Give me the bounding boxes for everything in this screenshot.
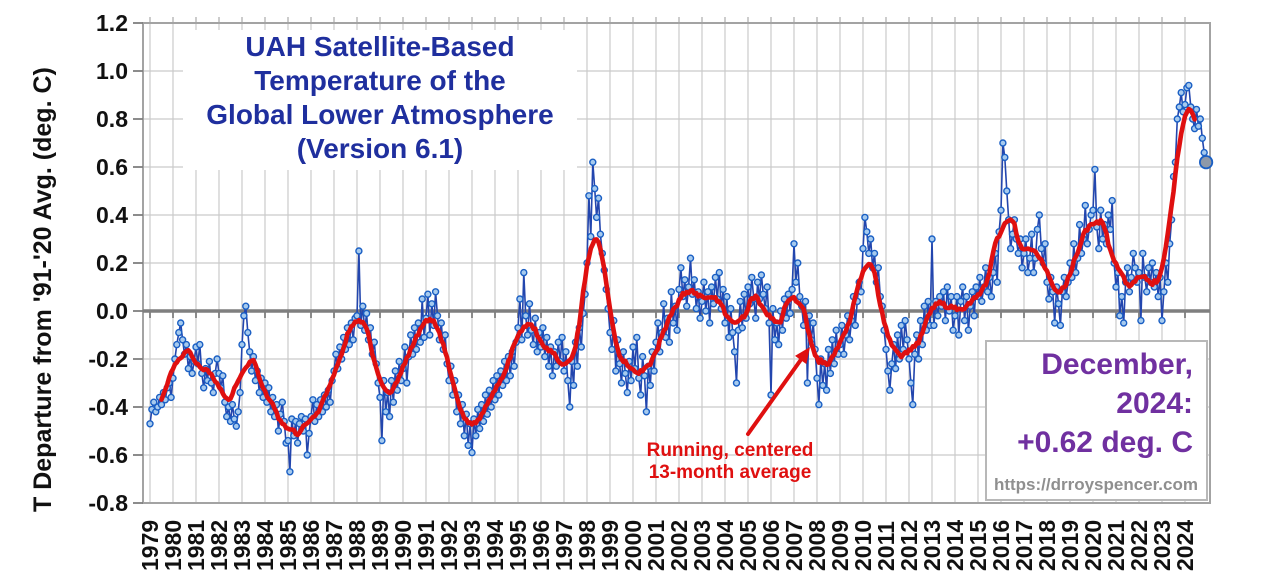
svg-text:1980: 1980 [160, 520, 186, 571]
svg-text:2013: 2013 [919, 520, 945, 571]
svg-text:2024: 2024 [1172, 520, 1198, 571]
svg-text:2019: 2019 [1057, 520, 1083, 571]
chart-title: UAH Satellite-Based Temperature of the G… [183, 30, 577, 170]
chart-title-line-4: (Version 6.1) [296, 133, 464, 164]
svg-text:1990: 1990 [390, 520, 416, 571]
svg-text:2004: 2004 [712, 520, 738, 571]
svg-text:1993: 1993 [459, 520, 485, 571]
website-url: https://drroyspencer.com [993, 475, 1198, 494]
svg-text:1991: 1991 [413, 520, 439, 571]
svg-text:1987: 1987 [321, 520, 347, 571]
svg-text:2008: 2008 [804, 520, 830, 571]
svg-text:1995: 1995 [505, 520, 531, 571]
svg-text:2018: 2018 [1034, 520, 1060, 571]
svg-text:2010: 2010 [850, 520, 876, 571]
svg-text:2001: 2001 [643, 520, 669, 571]
chart-title-line-2: Temperature of the [254, 65, 506, 96]
svg-text:1983: 1983 [229, 520, 255, 571]
svg-text:1981: 1981 [183, 520, 209, 571]
svg-text:0.0: 0.0 [96, 298, 128, 324]
svg-text:1992: 1992 [436, 520, 462, 571]
svg-text:1994: 1994 [482, 520, 508, 571]
svg-text:2014: 2014 [942, 520, 968, 571]
svg-text:-0.2: -0.2 [88, 346, 128, 372]
chart-title-line-1: UAH Satellite-Based [245, 31, 515, 62]
svg-text:1989: 1989 [367, 520, 393, 571]
svg-text:1.2: 1.2 [96, 10, 128, 36]
svg-text:2021: 2021 [1103, 520, 1129, 571]
x-axis-labels: 1979198019811982198319841985198619871988… [137, 520, 1198, 571]
latest-value-label: +0.62 deg. C [1017, 426, 1193, 459]
svg-text:2009: 2009 [827, 520, 853, 571]
svg-text:1985: 1985 [275, 520, 301, 571]
svg-text:2012: 2012 [896, 520, 922, 571]
svg-text:2007: 2007 [781, 520, 807, 571]
svg-text:2015: 2015 [965, 520, 991, 571]
svg-text:0.6: 0.6 [96, 154, 128, 180]
svg-text:2006: 2006 [758, 520, 784, 571]
svg-text:2017: 2017 [1011, 520, 1037, 571]
svg-text:1997: 1997 [551, 520, 577, 571]
svg-text:-0.6: -0.6 [88, 442, 128, 468]
running-average-series [159, 106, 1197, 438]
svg-text:1998: 1998 [574, 520, 600, 571]
svg-text:0.4: 0.4 [96, 202, 128, 228]
svg-text:2022: 2022 [1126, 520, 1152, 571]
latest-value-box: December, 2024: +0.62 deg. C https://drr… [985, 340, 1208, 501]
svg-text:2000: 2000 [620, 520, 646, 571]
y-axis-labels: 1.2 1.0 0.8 0.6 0.4 0.2 0.0 -0.2 -0.4 -0.6 -0.8 [88, 10, 143, 516]
svg-text:1986: 1986 [298, 520, 324, 571]
svg-text:2011: 2011 [873, 521, 899, 571]
svg-text:2020: 2020 [1080, 520, 1106, 571]
annotation-line-1: Running, centered [646, 440, 814, 461]
svg-text:1.0: 1.0 [96, 58, 128, 84]
svg-text:-0.8: -0.8 [88, 490, 128, 516]
svg-text:1988: 1988 [344, 520, 370, 571]
svg-text:2016: 2016 [988, 520, 1014, 571]
chart-title-line-3: Global Lower Atmosphere [206, 99, 554, 130]
latest-month-label: December, [1041, 348, 1193, 381]
svg-text:1996: 1996 [528, 520, 554, 571]
svg-text:2023: 2023 [1149, 520, 1175, 571]
running-average-annotation: Running, centered 13-month average [628, 440, 832, 484]
svg-text:1982: 1982 [206, 520, 232, 571]
svg-text:0.2: 0.2 [96, 250, 128, 276]
svg-text:0.8: 0.8 [96, 106, 128, 132]
svg-text:2002: 2002 [666, 520, 692, 571]
annotation-arrow [746, 347, 810, 436]
svg-text:1979: 1979 [137, 520, 163, 571]
latest-point-marker [1199, 155, 1214, 170]
svg-text:2005: 2005 [735, 520, 761, 571]
annotation-line-2: 13-month average [648, 462, 812, 483]
y-axis-title: T Departure from '91-'20 Avg. (deg. C) [29, 67, 57, 512]
svg-text:-0.4: -0.4 [88, 394, 128, 420]
monthly-series [146, 81, 1210, 476]
svg-text:1999: 1999 [597, 520, 623, 571]
latest-year-label: 2024: [1116, 387, 1193, 420]
svg-text:2003: 2003 [689, 520, 715, 571]
svg-text:1984: 1984 [252, 520, 278, 571]
